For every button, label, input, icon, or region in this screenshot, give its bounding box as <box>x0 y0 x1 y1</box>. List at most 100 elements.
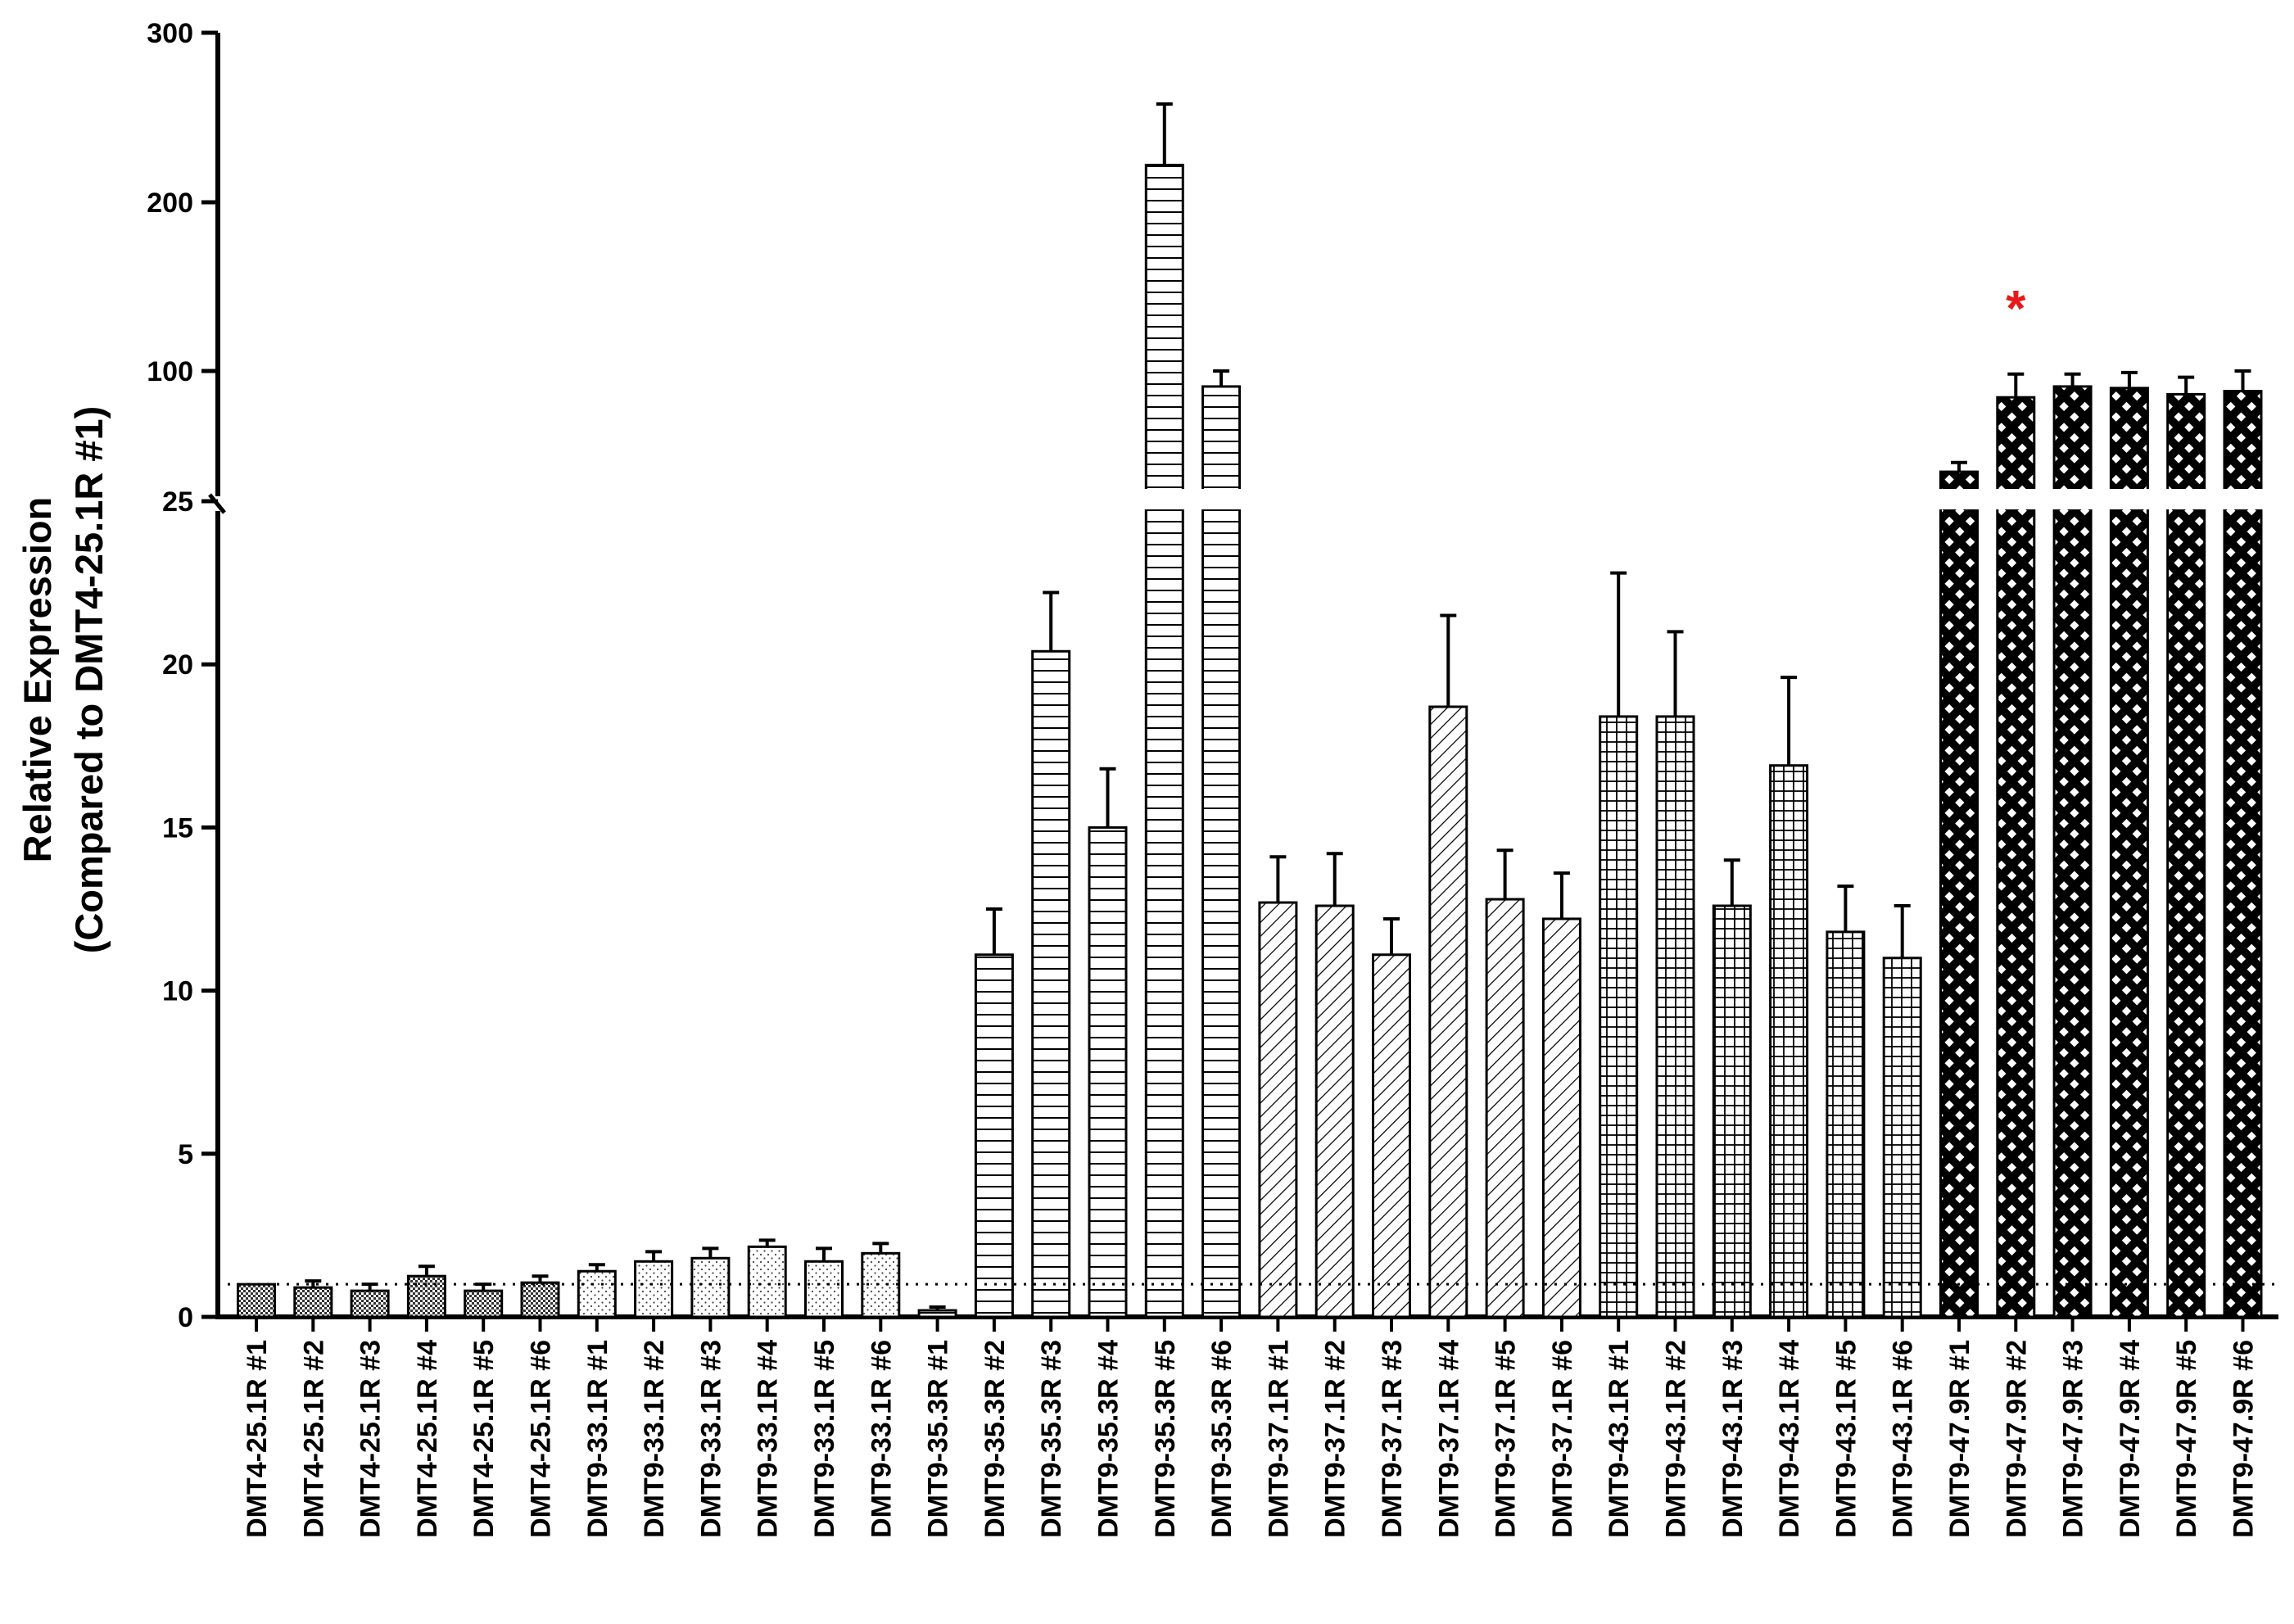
bar-rect <box>1826 930 1866 1319</box>
bar <box>1485 848 1525 1319</box>
x-tick-label: DMT9-37.1R #1 <box>1263 1340 1294 1538</box>
bar <box>1541 871 1581 1319</box>
bar-rect <box>1996 396 2036 1319</box>
bar <box>917 1305 957 1319</box>
x-tick-label: DMT9-37.1R #5 <box>1491 1340 1522 1538</box>
bar-rect <box>1939 470 1979 1319</box>
bar <box>2051 372 2095 1319</box>
bar <box>1712 858 1752 1319</box>
x-tick-label: DMT9-37.1R #4 <box>1433 1340 1464 1538</box>
bar-rect <box>577 1269 617 1319</box>
x-tick-label: DMT9-35.3R #1 <box>923 1340 954 1538</box>
bar-rect <box>747 1245 787 1319</box>
bar-rect <box>1258 901 1298 1319</box>
x-tick-label: DMT4-25.1R #2 <box>298 1340 329 1538</box>
bar-rect <box>464 1289 504 1319</box>
y-tick-label: 10 <box>162 976 193 1007</box>
bar <box>634 1250 674 1319</box>
bar-break-gap <box>2107 489 2151 509</box>
bar-rect <box>1314 904 1355 1319</box>
bar <box>1199 369 1243 1319</box>
bar-rect <box>293 1286 333 1319</box>
x-tick-label: DMT9-47.9R #2 <box>2001 1340 2032 1538</box>
bar-rect <box>1712 904 1752 1319</box>
y-tick-label: 0 <box>178 1302 193 1333</box>
bar <box>974 907 1014 1319</box>
y-tick-label: 300 <box>147 18 193 49</box>
x-tick-label: DMT9-47.9R #5 <box>2171 1340 2202 1538</box>
bar <box>1993 372 2038 1319</box>
bar-rect <box>2166 392 2206 1319</box>
x-tick-label: DMT9-47.9R #4 <box>2115 1340 2146 1538</box>
x-tick-label: DMT9-43.1R #1 <box>1604 1340 1635 1538</box>
bar <box>1088 767 1128 1319</box>
x-tick-label: DMT9-43.1R #5 <box>1830 1340 1862 1538</box>
bar <box>1937 460 1981 1319</box>
bar-rect <box>1201 385 1242 1319</box>
plot-area: 0 5 10 15 20 25 100 200 300 DMT4-25.1R #1 DMT4-25.… <box>147 18 2278 1538</box>
bar-rect <box>350 1289 390 1319</box>
bar <box>1826 884 1866 1319</box>
significance-asterisk: * <box>2006 281 2026 337</box>
x-tick-label: DMT4-25.1R #4 <box>412 1340 443 1538</box>
y-tick-label: 5 <box>178 1139 193 1170</box>
bar <box>1769 676 1809 1319</box>
bar <box>464 1282 504 1319</box>
bar-rect <box>1144 163 1184 1319</box>
bar <box>2221 369 2265 1319</box>
x-tick-label: DMT9-37.1R #6 <box>1547 1340 1578 1538</box>
bar-rect <box>1428 705 1468 1319</box>
x-tick-label: DMT9-33.1R #4 <box>753 1340 784 1538</box>
bar-rect <box>1655 715 1695 1319</box>
bar-rect <box>690 1256 731 1319</box>
y-tick-label: 20 <box>162 649 193 681</box>
bar <box>1655 630 1695 1319</box>
x-tick-label: DMT4-25.1R #6 <box>526 1340 557 1538</box>
bar <box>861 1242 901 1319</box>
y-axis-title-line1: Relative Expression <box>16 497 59 863</box>
bar-rect <box>1541 917 1581 1319</box>
bar-rect <box>406 1274 446 1319</box>
bar-break-gap <box>2051 489 2095 509</box>
bar-rect <box>1769 764 1809 1319</box>
bar-rect <box>974 953 1014 1319</box>
x-tick-label: DMT4-25.1R #5 <box>468 1340 500 1538</box>
y-tick-label: 200 <box>147 188 193 219</box>
x-tick-label: DMT9-43.1R #4 <box>1774 1340 1805 1538</box>
x-tick-label: DMT9-37.1R #3 <box>1377 1340 1408 1538</box>
bar-rect <box>2223 390 2263 1319</box>
bar <box>690 1246 731 1319</box>
bar <box>577 1263 617 1319</box>
x-tick-label: DMT9-47.9R #1 <box>1944 1340 1975 1538</box>
x-tick-label: DMT9-35.3R #5 <box>1150 1340 1181 1538</box>
bar-rect <box>2052 385 2093 1319</box>
x-tick-label: DMT9-43.1R #2 <box>1661 1340 1692 1538</box>
bar-rect <box>237 1282 276 1319</box>
bar-rect <box>1372 953 1411 1319</box>
bar <box>2164 375 2208 1319</box>
axis-break-mark <box>208 493 226 514</box>
bar-break-gap <box>1199 489 1243 509</box>
x-tick-label: DMT9-37.1R #2 <box>1320 1340 1351 1538</box>
x-tick-label: DMT9-47.9R #3 <box>2058 1340 2089 1538</box>
x-tick-label: DMT9-33.1R #6 <box>866 1340 897 1538</box>
bar <box>1031 590 1071 1319</box>
bar <box>237 1282 276 1319</box>
x-tick-label: DMT9-35.3R #2 <box>980 1340 1011 1538</box>
bar <box>1372 916 1411 1319</box>
x-tick-label: DMT9-35.3R #6 <box>1206 1340 1237 1538</box>
x-tick-label: DMT9-33.1R #2 <box>639 1340 670 1538</box>
x-tick-label: DMT9-33.1R #5 <box>809 1340 840 1538</box>
bar-break-gap <box>1993 489 2038 509</box>
x-tick-label: DMT9-33.1R #1 <box>582 1340 613 1538</box>
x-tick-label: DMT4-25.1R #3 <box>355 1340 387 1538</box>
x-tick-label: DMT9-47.9R #6 <box>2228 1340 2260 1538</box>
bar-rect <box>634 1260 674 1319</box>
y-axis-title: Relative Expression (Compared to DMT4-25… <box>16 406 111 954</box>
x-tick-label: DMT9-35.3R #3 <box>1036 1340 1067 1538</box>
y-tick-label: 100 <box>147 356 193 387</box>
bar-break-gap <box>2164 489 2208 509</box>
bar-rect <box>520 1281 560 1319</box>
bar <box>2107 370 2151 1319</box>
